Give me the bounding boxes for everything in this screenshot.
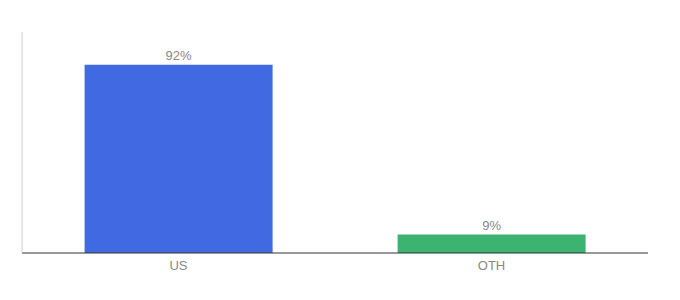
svg-text:9%: 9% — [482, 218, 501, 233]
svg-text:OTH: OTH — [478, 258, 505, 273]
svg-text:92%: 92% — [166, 48, 192, 63]
svg-text:US: US — [169, 258, 187, 273]
